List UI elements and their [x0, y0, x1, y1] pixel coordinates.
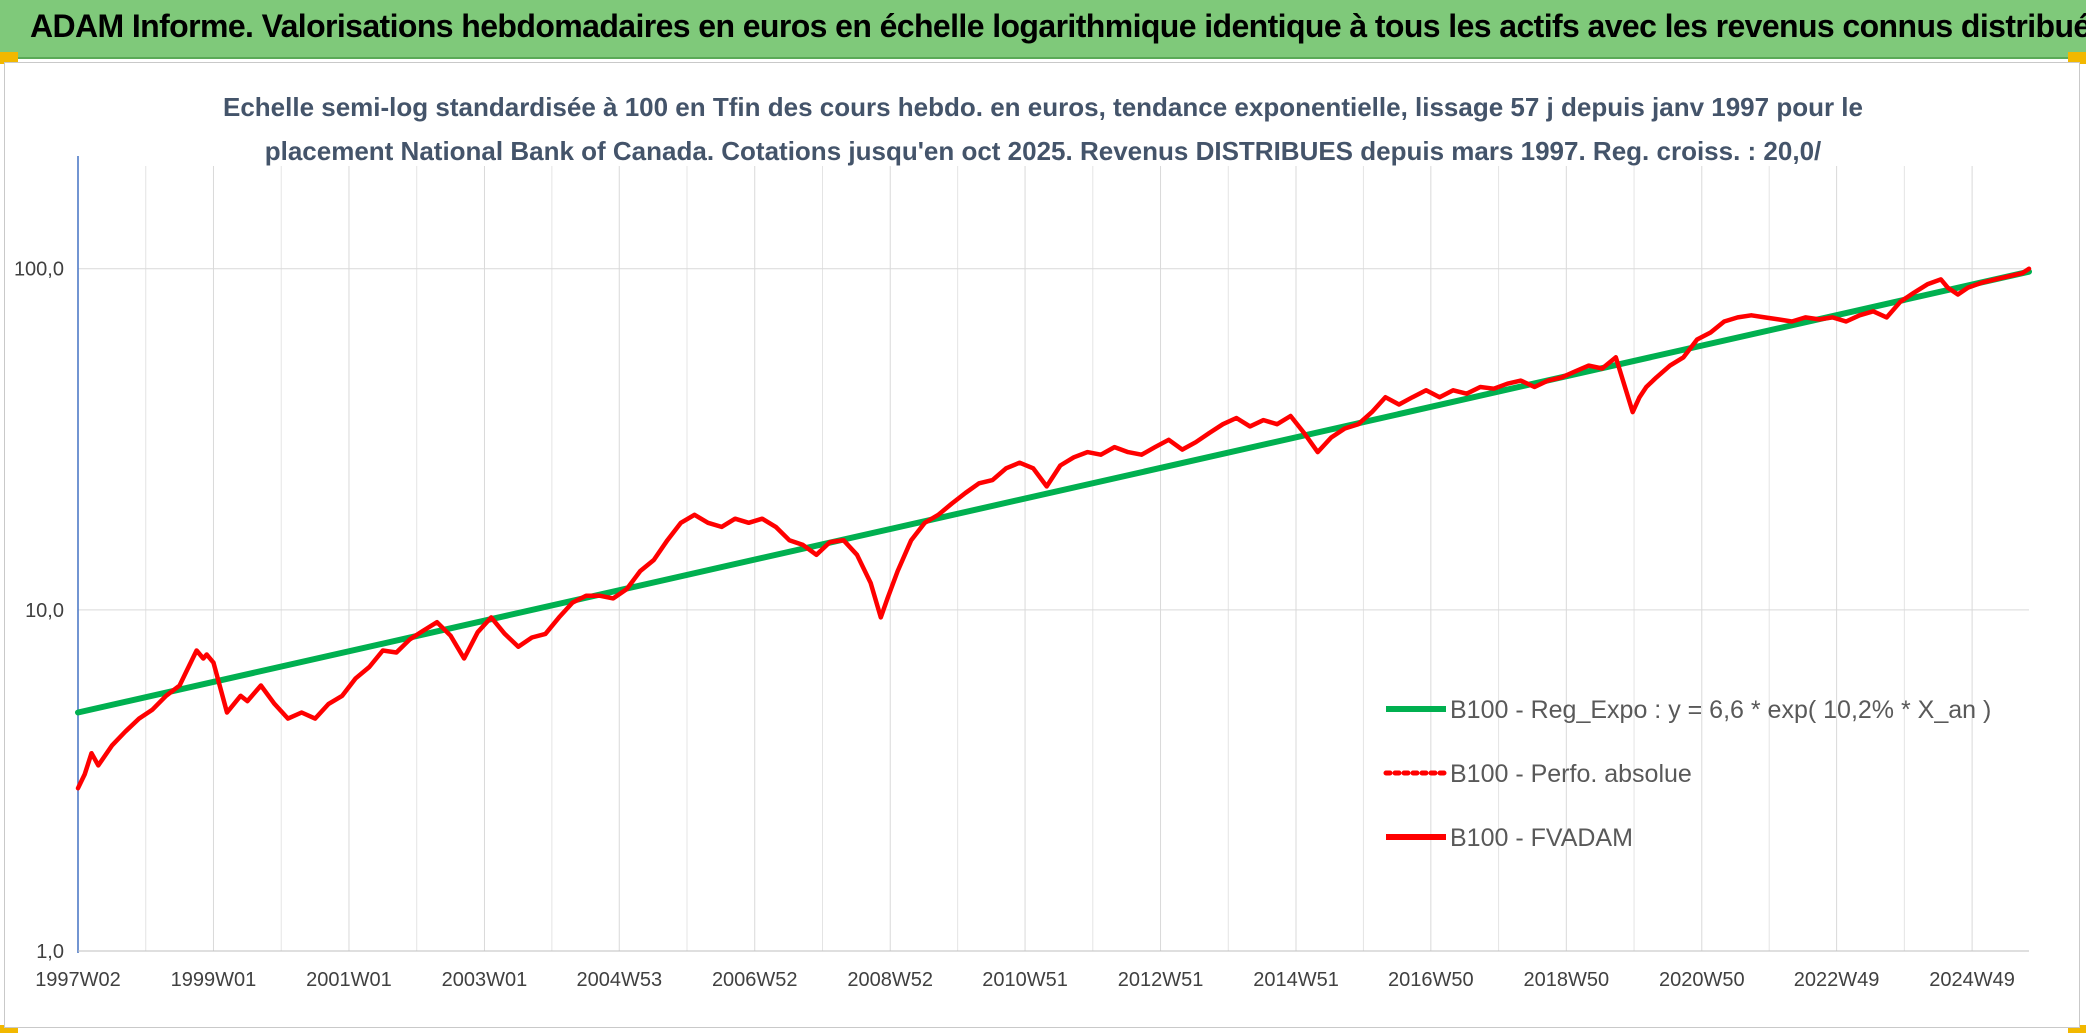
chart-svg: Echelle semi-log standardisée à 100 en T… [14, 92, 2032, 991]
corner-marker-top-right [2068, 52, 2086, 64]
x-tick-label: 1999W01 [171, 969, 257, 991]
y-tick-label: 100,0 [14, 259, 64, 281]
x-tick-label: 2010W51 [982, 969, 1068, 991]
x-tick-label: 2004W53 [576, 969, 662, 991]
chart-title-line-2: placement National Bank of Canada. Cotat… [265, 136, 1822, 166]
x-tick-label: 2020W50 [1659, 969, 1745, 991]
x-tick-label: 2001W01 [306, 969, 392, 991]
chart-panel: Echelle semi-log standardisée à 100 en T… [4, 62, 2080, 1028]
chart-title-line-1: Echelle semi-log standardisée à 100 en T… [223, 92, 1863, 122]
x-tick-label: 1997W02 [35, 969, 121, 991]
axis-layer: 1,0 10,0 100,0 1997W02 1999W01 2001W01 2003W01… [14, 156, 2029, 991]
corner-marker-top-left [0, 52, 18, 64]
legend-item-reg-expo: B100 - Reg_Expo : y = 6,6 * exp( 10,2% *… [1386, 696, 1991, 724]
legend: B100 - Reg_Expo : y = 6,6 * exp( 10,2% *… [1383, 696, 1991, 852]
page-title: ADAM Informe. Valorisations hebdomadaire… [30, 8, 2086, 44]
x-tick-label: 2016W50 [1388, 969, 1474, 991]
legend-label: B100 - Reg_Expo : y = 6,6 * exp( 10,2% *… [1450, 696, 1991, 724]
x-tick-label: 2024W49 [1929, 969, 2015, 991]
y-tick-label: 10,0 [25, 600, 64, 622]
corner-marker-bottom-right [2068, 1025, 2086, 1033]
header-bar: ADAM Informe. Valorisations hebdomadaire… [0, 0, 2086, 59]
grid-layer [77, 166, 2029, 952]
x-tick-label: 2018W50 [1524, 969, 1610, 991]
legend-item-perfo-absolue: B100 - Perfo. absolue [1383, 760, 1692, 788]
legend-label: B100 - FVADAM [1450, 824, 1633, 852]
fvadam-series-line [75, 266, 2032, 791]
x-tick-label: 2014W51 [1253, 969, 1339, 991]
legend-label: B100 - Perfo. absolue [1450, 760, 1692, 788]
series-layer [75, 266, 2032, 791]
x-tick-label: 2012W51 [1118, 969, 1204, 991]
y-tick-label: 1,0 [36, 941, 64, 963]
x-tick-label: 2008W52 [847, 969, 933, 991]
legend-item-fvadam: B100 - FVADAM [1386, 824, 1633, 852]
x-tick-label: 2003W01 [442, 969, 528, 991]
corner-marker-bottom-left [0, 1025, 18, 1033]
x-tick-label: 2006W52 [712, 969, 798, 991]
x-tick-label: 2022W49 [1794, 969, 1880, 991]
trend-line-series [75, 268, 2032, 716]
chart-title: Echelle semi-log standardisée à 100 en T… [223, 92, 1863, 166]
